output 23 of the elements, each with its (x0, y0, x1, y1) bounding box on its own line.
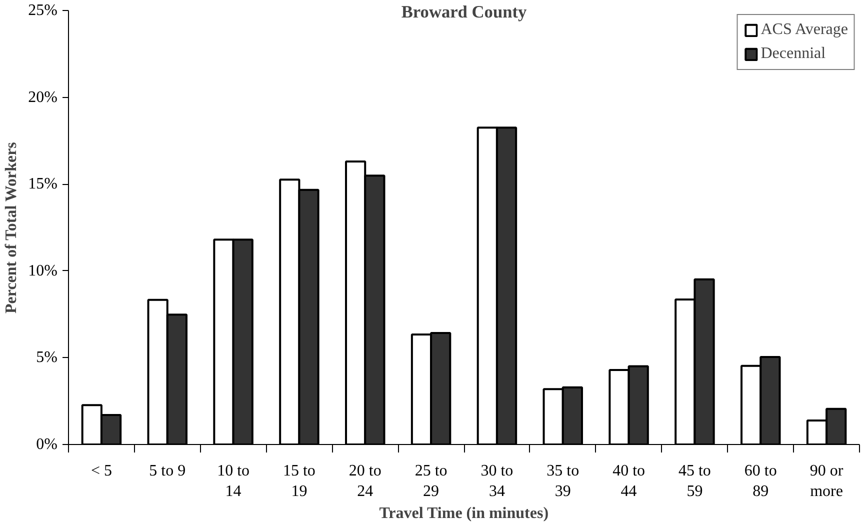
x-tick-label: 35 to 39 (546, 462, 580, 500)
chart-title: Broward County (401, 2, 527, 22)
x-tick-label: 15 to 19 (282, 462, 316, 500)
y-tick-label: 5% (36, 349, 58, 366)
x-tick-label: 25 to 29 (414, 462, 448, 500)
x-tick-label: 45 to 59 (678, 462, 711, 500)
legend-label: Decennial (760, 45, 826, 63)
y-tick-label: 10% (28, 262, 58, 280)
x-tick-label: 90 or more (810, 462, 844, 500)
y-axis-title: Percent of Total Workers (3, 142, 20, 314)
x-tick-label: 60 to 89 (744, 462, 777, 500)
x-tick-label: 10 to 14 (217, 462, 250, 500)
y-tick-label: 25% (28, 2, 58, 19)
x-tick-label: < 5 (90, 462, 112, 480)
x-tick-label: 30 to 34 (480, 462, 514, 500)
x-tick-label: 40 to 44 (612, 462, 646, 500)
x-axis-title: Travel Time (in minutes) (379, 504, 549, 522)
x-tick-label: 20 to 24 (348, 462, 382, 500)
x-tick-label: 5 to 9 (149, 462, 186, 480)
y-tick-label: 15% (28, 176, 58, 193)
legend-label: ACS Average (760, 21, 848, 39)
y-tick-label: 0% (36, 436, 58, 453)
y-tick-label: 20% (28, 88, 58, 106)
